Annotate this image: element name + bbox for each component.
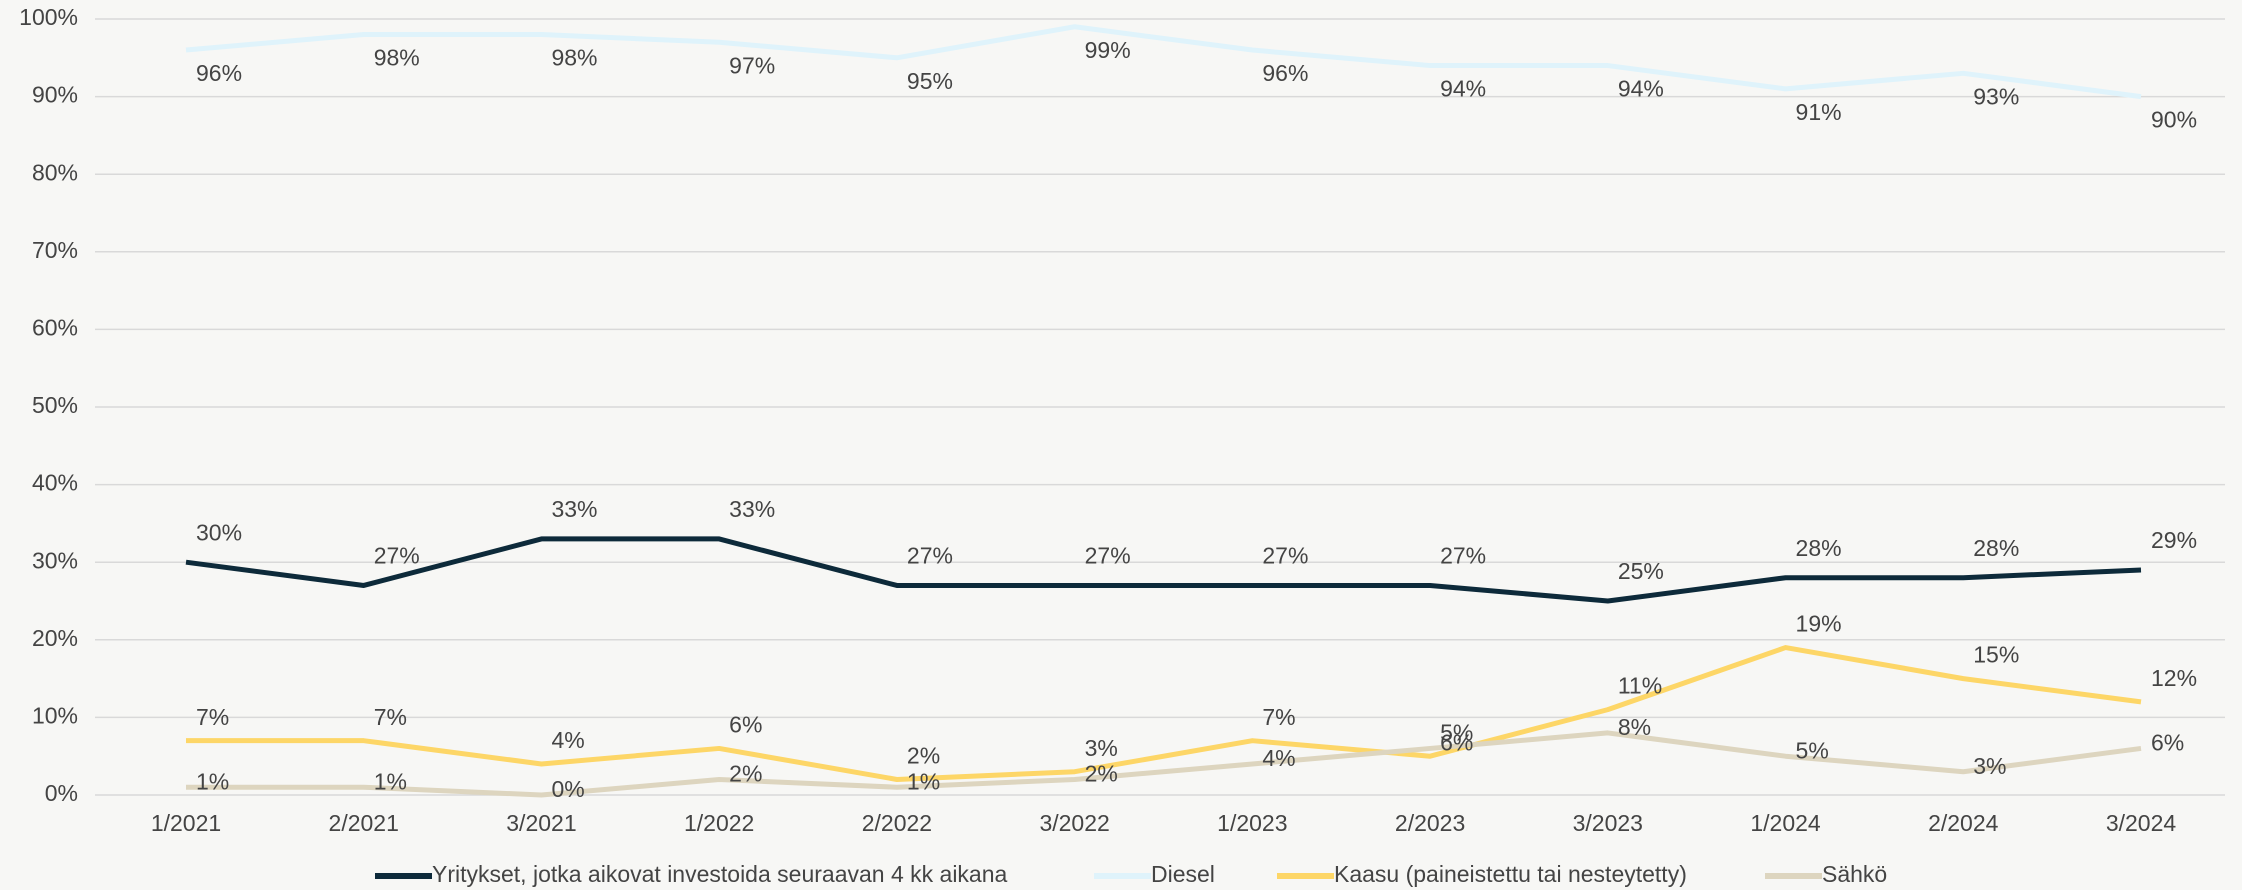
data-label: 98% xyxy=(551,45,597,71)
data-label: 27% xyxy=(1262,543,1308,569)
y-tick-label: 40% xyxy=(32,470,78,496)
data-label: 4% xyxy=(1262,745,1295,771)
data-label: 5% xyxy=(1440,719,1473,745)
x-tick-label: 1/2024 xyxy=(1750,810,1821,836)
data-label: 1% xyxy=(374,768,407,794)
data-label: 93% xyxy=(1973,83,2019,109)
data-label: 29% xyxy=(2151,527,2197,553)
data-label: 27% xyxy=(374,543,420,569)
data-label: 98% xyxy=(374,45,420,71)
y-tick-label: 90% xyxy=(32,82,78,108)
x-tick-label: 1/2021 xyxy=(151,810,221,836)
x-tick-label: 2/2024 xyxy=(1928,810,1999,836)
data-label: 27% xyxy=(907,543,953,569)
data-label: 2% xyxy=(1085,761,1118,787)
data-label: 3% xyxy=(1085,735,1118,761)
data-label: 7% xyxy=(374,704,407,730)
x-tick-label: 3/2024 xyxy=(2106,810,2177,836)
data-label: 15% xyxy=(1973,642,2019,668)
data-label: 27% xyxy=(1085,543,1131,569)
data-label: 33% xyxy=(729,496,775,522)
data-label: 6% xyxy=(1440,730,1473,756)
data-label: 95% xyxy=(907,68,953,94)
data-label: 6% xyxy=(2151,730,2184,756)
y-tick-label: 60% xyxy=(32,314,78,340)
data-label: 94% xyxy=(1618,76,1664,102)
data-label: 27% xyxy=(1440,543,1486,569)
legend-label: Yritykset, jotka aikovat investoida seur… xyxy=(432,861,1008,887)
y-tick-label: 30% xyxy=(32,547,78,573)
y-tick-label: 100% xyxy=(19,4,78,30)
x-tick-label: 3/2023 xyxy=(1573,810,1643,836)
x-tick-label: 3/2021 xyxy=(506,810,576,836)
series-line xyxy=(185,536,2142,604)
data-label: 99% xyxy=(1085,37,1131,63)
data-label: 3% xyxy=(1973,753,2006,779)
data-label: 1% xyxy=(907,768,940,794)
data-label: 6% xyxy=(729,712,762,738)
x-tick-label: 3/2022 xyxy=(1039,810,1109,836)
data-label: 19% xyxy=(1796,611,1842,637)
y-tick-label: 50% xyxy=(32,392,78,418)
data-label: 28% xyxy=(1973,535,2019,561)
y-tick-label: 80% xyxy=(32,159,78,185)
legend-label: Diesel xyxy=(1151,861,1215,887)
legend-label: Kaasu (paineistettu tai nesteytetty) xyxy=(1334,861,1687,887)
data-label: 2% xyxy=(729,761,762,787)
data-label: 28% xyxy=(1796,535,1842,561)
data-label: 97% xyxy=(729,52,775,78)
data-label: 25% xyxy=(1618,558,1664,584)
data-label: 1% xyxy=(196,768,229,794)
data-label: 7% xyxy=(1262,704,1295,730)
series-line xyxy=(185,24,2142,100)
x-tick-label: 2/2022 xyxy=(862,810,932,836)
data-label: 8% xyxy=(1618,714,1651,740)
data-label: 11% xyxy=(1618,673,1662,699)
y-tick-label: 10% xyxy=(32,702,78,728)
data-label: 0% xyxy=(551,776,584,802)
data-label: 96% xyxy=(1262,60,1308,86)
data-label: 96% xyxy=(196,60,242,86)
x-tick-label: 2/2021 xyxy=(329,810,399,836)
x-tick-label: 1/2023 xyxy=(1217,810,1287,836)
data-label: 5% xyxy=(1796,737,1829,763)
data-label: 91% xyxy=(1796,99,1842,125)
series-line xyxy=(186,730,2142,798)
data-label: 7% xyxy=(196,704,229,730)
data-label: 2% xyxy=(907,743,940,769)
data-label: 30% xyxy=(196,519,242,545)
data-label: 33% xyxy=(551,496,597,522)
y-tick-label: 70% xyxy=(32,237,78,263)
x-tick-label: 2/2023 xyxy=(1395,810,1465,836)
data-label: 4% xyxy=(551,727,584,753)
series-line xyxy=(186,645,2142,782)
data-label: 94% xyxy=(1440,76,1486,102)
y-tick-label: 20% xyxy=(32,625,78,651)
y-tick-label: 0% xyxy=(45,780,78,806)
data-label: 12% xyxy=(2151,665,2197,691)
x-tick-label: 1/2022 xyxy=(684,810,754,836)
data-label: 90% xyxy=(2151,107,2197,133)
legend-label: Sähkö xyxy=(1822,861,1887,887)
